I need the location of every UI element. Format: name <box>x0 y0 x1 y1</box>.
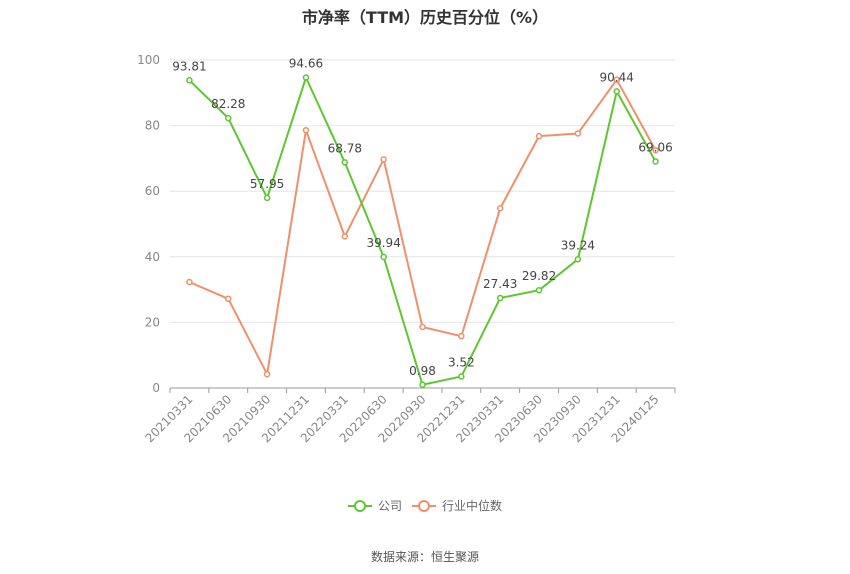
data-point <box>535 286 543 294</box>
data-point <box>652 146 659 154</box>
data-point <box>380 156 387 163</box>
data-point <box>574 256 582 263</box>
legend[interactable]: 公司 行业中位数 <box>348 498 502 513</box>
data-point <box>263 370 271 378</box>
data-point <box>458 373 465 380</box>
data-point <box>535 132 543 140</box>
chart-title: 市净率（TTM）历史百分位（%） <box>301 8 549 27</box>
data-point <box>380 253 387 261</box>
data-point <box>302 126 310 134</box>
data-labels: 93.81 82.28 57.95 94.66 68.78 39.94 0.98 3.52 27… <box>172 57 673 378</box>
data-point <box>302 74 310 81</box>
y-tick-label: 80 <box>145 119 160 133</box>
y-tick-label: 60 <box>145 184 160 198</box>
legend-marker <box>418 500 430 512</box>
data-label: 39.24 <box>561 238 595 252</box>
legend-marker <box>354 500 366 512</box>
y-tick-label: 0 <box>152 381 160 395</box>
grid <box>170 59 675 323</box>
data-point <box>496 205 504 212</box>
data-label: 27.43 <box>483 277 517 291</box>
data-label: 94.66 <box>289 57 323 71</box>
data-point <box>613 88 620 95</box>
source-note: 数据来源：恒生聚源 <box>370 550 479 564</box>
legend-item-company[interactable]: 公司 <box>348 499 402 513</box>
legend-item-industry-median[interactable]: 行业中位数 <box>412 498 502 513</box>
y-tick-label: 20 <box>145 315 160 329</box>
data-point <box>652 158 659 165</box>
data-point <box>225 295 232 303</box>
data-point <box>186 77 193 84</box>
data-point <box>186 278 193 286</box>
series-layer <box>186 74 659 389</box>
data-label: 93.81 <box>172 59 206 73</box>
data-point <box>574 130 582 137</box>
data-label: 0.98 <box>409 364 436 378</box>
data-label: 39.94 <box>366 236 400 250</box>
y-tick-label: 100 <box>137 53 160 67</box>
data-label: 3.52 <box>448 355 475 369</box>
data-point <box>341 159 349 166</box>
data-point <box>225 114 232 122</box>
data-point <box>263 194 271 202</box>
data-label: 69.06 <box>638 140 672 154</box>
data-point <box>496 294 504 302</box>
data-label: 68.78 <box>328 141 362 155</box>
data-label: 57.95 <box>250 177 284 191</box>
data-point <box>458 332 465 340</box>
legend-label: 行业中位数 <box>442 498 502 513</box>
data-label: 82.28 <box>211 97 245 111</box>
y-tick-label: 40 <box>145 250 160 264</box>
data-point <box>419 323 426 331</box>
data-point <box>341 233 349 240</box>
data-label: 29.82 <box>522 269 556 283</box>
legend-label: 公司 <box>378 499 402 513</box>
data-label: 90.44 <box>600 70 634 84</box>
data-point <box>419 381 426 389</box>
data-point <box>613 76 620 83</box>
